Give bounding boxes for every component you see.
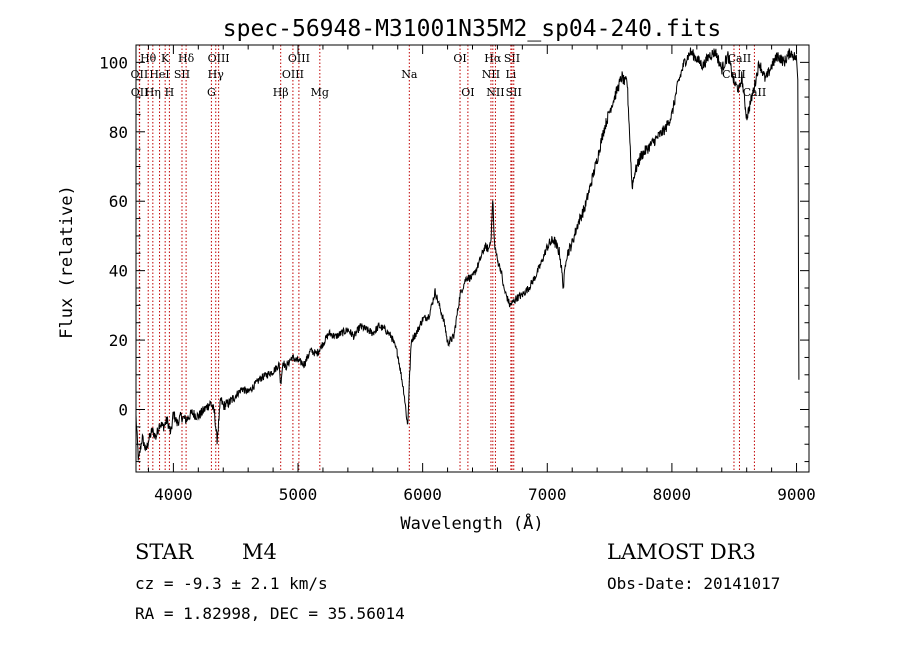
x-tick-label: 5000: [279, 485, 318, 504]
line-marker-label: NII: [482, 68, 500, 81]
x-axis-label: Wavelength (Å): [400, 512, 543, 534]
y-tick-label: 60: [109, 192, 128, 211]
x-tick-label: 4000: [154, 485, 193, 504]
line-marker-label: CaII: [722, 68, 746, 81]
plot-frame: [135, 44, 810, 473]
chart-title: spec-56948-M31001N35M2_sp04-240.fits: [223, 16, 722, 42]
y-tick-label: 40: [109, 262, 128, 281]
line-marker-label: Hη: [145, 86, 161, 99]
line-marker-label: CaII: [728, 52, 752, 65]
x-tick-label: 6000: [403, 485, 442, 504]
object-subclass: M4: [242, 540, 277, 564]
line-marker-label: Hγ: [208, 68, 225, 81]
y-axis-label: Flux (relative): [57, 185, 77, 339]
redshift-readout: cz = -9.3 ± 2.1 km/s: [135, 574, 328, 593]
line-marker-label: SII: [174, 68, 190, 81]
line-marker-label: HeI: [149, 68, 169, 81]
y-tick-label: 0: [118, 401, 128, 420]
survey-name: LAMOST DR3: [607, 540, 756, 564]
y-tick-label: 100: [99, 53, 128, 72]
line-marker-label: Mg: [311, 86, 329, 99]
line-marker-label: Li: [505, 68, 516, 81]
object-class: STAR: [135, 540, 194, 564]
line-marker-label: SII: [504, 52, 520, 65]
line-marker-label: OIII: [288, 52, 310, 65]
line-marker-label: Hβ: [273, 86, 289, 99]
observation-date: Obs-Date: 20141017: [607, 574, 781, 593]
x-tick-label: 8000: [653, 485, 692, 504]
line-marker-label: Hθ: [140, 52, 157, 65]
coordinates-readout: RA = 1.82998, DEC = 35.56014: [135, 604, 405, 623]
line-marker-label: H: [165, 86, 175, 99]
spectrum-chart: spec-56948-M31001N35M2_sp04-240.fits Hθ O…: [57, 16, 816, 534]
line-marker-label: Na: [401, 68, 418, 81]
line-marker-label: OIII: [208, 52, 230, 65]
line-marker-label: NII: [486, 86, 504, 99]
x-tick-label: 9000: [777, 485, 816, 504]
axes: 4000 5000 6000 7000 8000 9000 0 20 40 60 80 100: [99, 44, 816, 504]
line-marker-label: SII: [506, 86, 522, 99]
line-marker-label: OIII: [282, 68, 304, 81]
line-marker-label: Hα: [484, 52, 502, 65]
line-marker-label: OII: [131, 86, 149, 99]
line-marker-label: OI: [453, 52, 466, 65]
spectrum-line: [135, 47, 800, 461]
x-tick-label: 7000: [528, 485, 567, 504]
y-tick-label: 80: [109, 123, 128, 142]
line-marker-label: K: [161, 52, 170, 65]
line-marker-label: OI: [461, 86, 474, 99]
y-tick-label: 20: [109, 331, 128, 350]
line-marker-label: G: [207, 86, 216, 99]
line-marker-label: Hδ: [178, 52, 195, 65]
